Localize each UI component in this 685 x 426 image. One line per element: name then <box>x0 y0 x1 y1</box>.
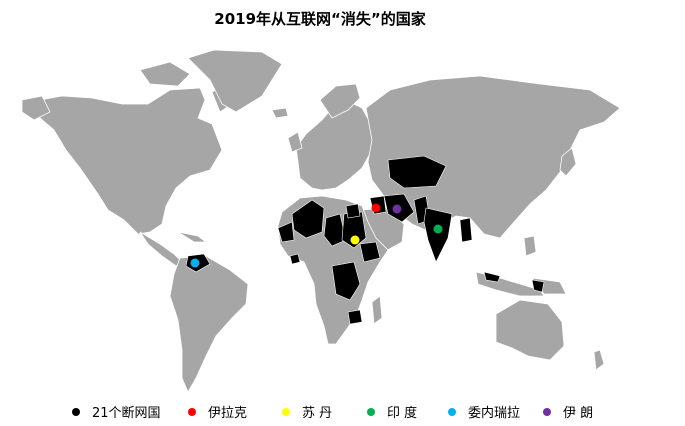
marker-iran <box>392 204 402 214</box>
legend-label: 委内瑞拉 <box>468 406 521 421</box>
legend-label: 伊拉克 <box>208 406 248 421</box>
europe <box>295 99 373 191</box>
marker-sudan <box>350 235 360 245</box>
central-america <box>139 231 183 267</box>
philippines <box>523 235 537 257</box>
legend-label: 印 度 <box>387 406 418 421</box>
arctic-islands <box>139 61 191 87</box>
legend-item-india: 印 度 <box>367 402 417 421</box>
legend-dot <box>72 407 80 416</box>
country-zimbabwe <box>347 309 363 325</box>
japan <box>559 147 577 177</box>
legend-item-sudan: 苏 丹 <box>282 402 332 421</box>
country-liberia <box>289 253 301 265</box>
country-indonesia <box>483 271 501 283</box>
country-drc <box>331 261 361 301</box>
caribbean <box>177 231 208 243</box>
country-india <box>423 207 453 263</box>
alaska <box>21 95 51 121</box>
legend-item-shutdown: 21个断网国 <box>72 402 161 421</box>
legend-dot <box>367 407 375 416</box>
shutdown-countries <box>185 155 545 325</box>
legend-item-iraq: 伊拉克 <box>188 402 247 421</box>
country-chad <box>323 213 347 247</box>
greenland <box>187 49 283 113</box>
legend-label: 伊 朗 <box>563 406 594 421</box>
country-ethiopia <box>359 241 381 263</box>
legend-dot <box>543 407 551 416</box>
country-algeria <box>291 199 325 239</box>
country-kazakhstan <box>387 155 447 189</box>
australia <box>495 299 565 361</box>
legend-dot <box>448 407 456 416</box>
legend-label: 21个断网国 <box>92 406 161 421</box>
land-masses <box>21 49 621 393</box>
country-myanmar <box>459 217 473 243</box>
legend-item-venezuela: 委内瑞拉 <box>448 402 520 421</box>
south-america <box>169 255 249 393</box>
legend-label: 苏 丹 <box>302 406 333 421</box>
marker-india <box>433 224 443 234</box>
legend-item-iran: 伊 朗 <box>543 402 593 421</box>
marker-iraq <box>371 203 381 213</box>
scandinavia <box>319 83 361 119</box>
madagascar <box>371 295 383 325</box>
map-title: 2019年从互联网“消失”的国家 <box>214 10 426 28</box>
legend: 21个断网国 伊拉克 苏 丹 印 度 委内瑞拉 伊 朗 <box>0 402 685 422</box>
uk <box>287 131 303 153</box>
iceland <box>271 107 289 119</box>
north-america <box>39 87 223 235</box>
legend-dot <box>188 407 196 416</box>
country-mauritania <box>277 221 295 243</box>
marker-venezuela <box>190 258 200 268</box>
country-png <box>531 279 545 293</box>
country-egypt <box>345 203 361 219</box>
legend-dot <box>282 407 290 416</box>
world-map <box>21 49 621 393</box>
new-zealand <box>593 349 605 371</box>
